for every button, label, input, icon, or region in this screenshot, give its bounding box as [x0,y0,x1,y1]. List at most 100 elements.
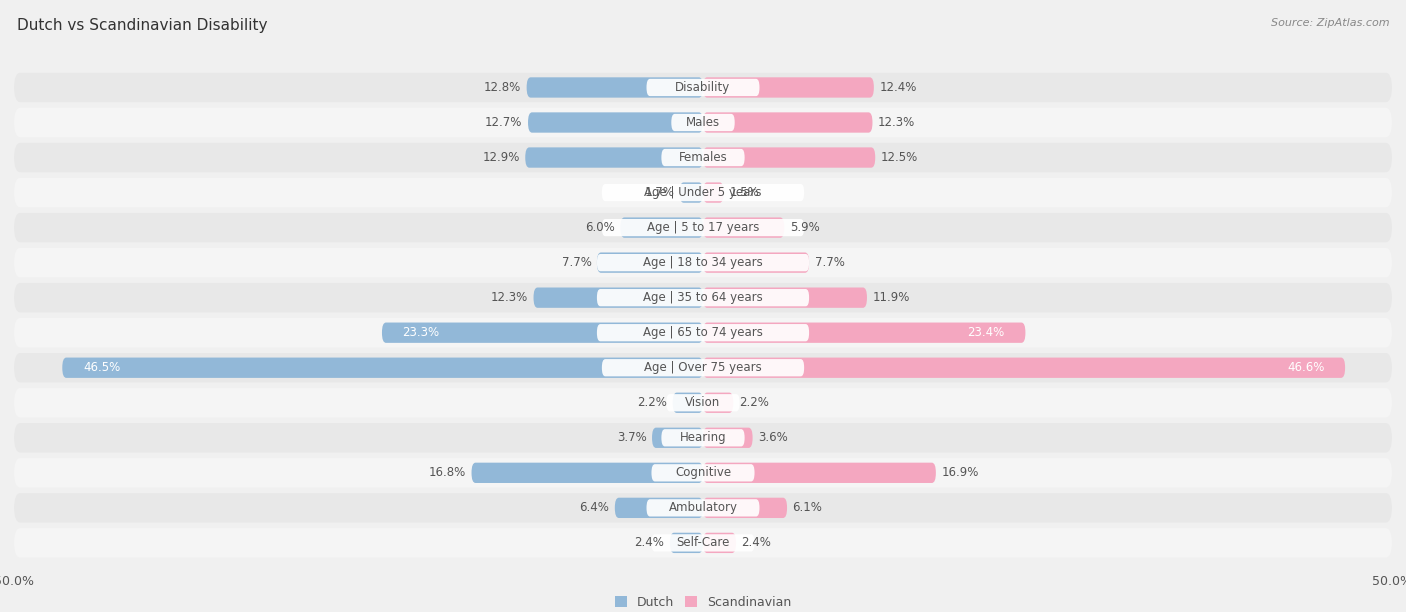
Text: Ambulatory: Ambulatory [668,501,738,514]
Text: Self-Care: Self-Care [676,536,730,550]
Text: Dutch vs Scandinavian Disability: Dutch vs Scandinavian Disability [17,18,267,34]
FancyBboxPatch shape [598,324,808,341]
FancyBboxPatch shape [703,498,787,518]
Text: 12.5%: 12.5% [880,151,918,164]
FancyBboxPatch shape [703,393,734,413]
FancyBboxPatch shape [598,253,703,273]
Text: 12.9%: 12.9% [482,151,520,164]
FancyBboxPatch shape [14,318,1392,348]
Text: 16.9%: 16.9% [942,466,979,479]
Text: Vision: Vision [685,396,721,409]
FancyBboxPatch shape [647,79,759,96]
Text: 12.3%: 12.3% [491,291,529,304]
FancyBboxPatch shape [614,498,703,518]
FancyBboxPatch shape [679,182,703,203]
FancyBboxPatch shape [672,393,703,413]
Text: 12.3%: 12.3% [877,116,915,129]
Text: 2.4%: 2.4% [741,536,772,550]
Text: 7.7%: 7.7% [814,256,845,269]
Text: 11.9%: 11.9% [873,291,910,304]
FancyBboxPatch shape [703,217,785,237]
Text: Age | 65 to 74 years: Age | 65 to 74 years [643,326,763,339]
Text: Females: Females [679,151,727,164]
Text: 3.7%: 3.7% [617,431,647,444]
FancyBboxPatch shape [598,254,808,271]
FancyBboxPatch shape [14,493,1392,523]
Text: 6.1%: 6.1% [793,501,823,514]
FancyBboxPatch shape [62,357,703,378]
FancyBboxPatch shape [527,77,703,98]
FancyBboxPatch shape [471,463,703,483]
FancyBboxPatch shape [14,423,1392,452]
FancyBboxPatch shape [703,323,1025,343]
Text: 23.4%: 23.4% [967,326,1005,339]
FancyBboxPatch shape [651,534,755,551]
FancyBboxPatch shape [14,178,1392,207]
FancyBboxPatch shape [602,219,804,236]
FancyBboxPatch shape [669,532,703,553]
Text: 5.9%: 5.9% [790,221,820,234]
Text: 2.2%: 2.2% [637,396,668,409]
Text: 1.5%: 1.5% [730,186,759,199]
FancyBboxPatch shape [652,428,703,448]
Text: 6.4%: 6.4% [579,501,609,514]
FancyBboxPatch shape [703,463,936,483]
Text: 2.2%: 2.2% [738,396,769,409]
FancyBboxPatch shape [703,532,737,553]
Text: Age | 5 to 17 years: Age | 5 to 17 years [647,221,759,234]
FancyBboxPatch shape [14,458,1392,488]
Text: 12.4%: 12.4% [879,81,917,94]
FancyBboxPatch shape [703,357,1346,378]
FancyBboxPatch shape [14,143,1392,172]
Text: 46.5%: 46.5% [83,361,120,374]
FancyBboxPatch shape [14,108,1392,137]
FancyBboxPatch shape [598,289,808,306]
Text: 2.4%: 2.4% [634,536,665,550]
FancyBboxPatch shape [14,73,1392,102]
FancyBboxPatch shape [661,429,745,446]
Text: Disability: Disability [675,81,731,94]
Text: 3.6%: 3.6% [758,431,787,444]
Text: Source: ZipAtlas.com: Source: ZipAtlas.com [1271,18,1389,28]
FancyBboxPatch shape [647,499,759,517]
FancyBboxPatch shape [529,113,703,133]
FancyBboxPatch shape [382,323,703,343]
FancyBboxPatch shape [620,217,703,237]
Legend: Dutch, Scandinavian: Dutch, Scandinavian [614,595,792,608]
FancyBboxPatch shape [703,288,868,308]
Text: 23.3%: 23.3% [402,326,440,339]
Text: Age | Under 5 years: Age | Under 5 years [644,186,762,199]
Text: Age | 35 to 64 years: Age | 35 to 64 years [643,291,763,304]
FancyBboxPatch shape [651,464,755,482]
Text: Age | 18 to 34 years: Age | 18 to 34 years [643,256,763,269]
FancyBboxPatch shape [703,147,875,168]
Text: 6.0%: 6.0% [585,221,614,234]
Text: 46.6%: 46.6% [1286,361,1324,374]
Text: 16.8%: 16.8% [429,466,465,479]
Text: 12.7%: 12.7% [485,116,523,129]
FancyBboxPatch shape [666,394,740,411]
Text: 1.7%: 1.7% [644,186,673,199]
FancyBboxPatch shape [14,388,1392,417]
FancyBboxPatch shape [671,114,735,131]
FancyBboxPatch shape [703,428,752,448]
FancyBboxPatch shape [602,184,804,201]
FancyBboxPatch shape [703,77,875,98]
FancyBboxPatch shape [526,147,703,168]
FancyBboxPatch shape [14,353,1392,382]
FancyBboxPatch shape [14,528,1392,558]
FancyBboxPatch shape [703,113,873,133]
FancyBboxPatch shape [14,248,1392,277]
Text: 7.7%: 7.7% [561,256,592,269]
Text: Age | Over 75 years: Age | Over 75 years [644,361,762,374]
FancyBboxPatch shape [14,213,1392,242]
FancyBboxPatch shape [703,182,724,203]
Text: Hearing: Hearing [679,431,727,444]
FancyBboxPatch shape [703,253,808,273]
FancyBboxPatch shape [14,283,1392,312]
Text: Cognitive: Cognitive [675,466,731,479]
FancyBboxPatch shape [533,288,703,308]
Text: 12.8%: 12.8% [484,81,522,94]
FancyBboxPatch shape [602,359,804,376]
Text: Males: Males [686,116,720,129]
